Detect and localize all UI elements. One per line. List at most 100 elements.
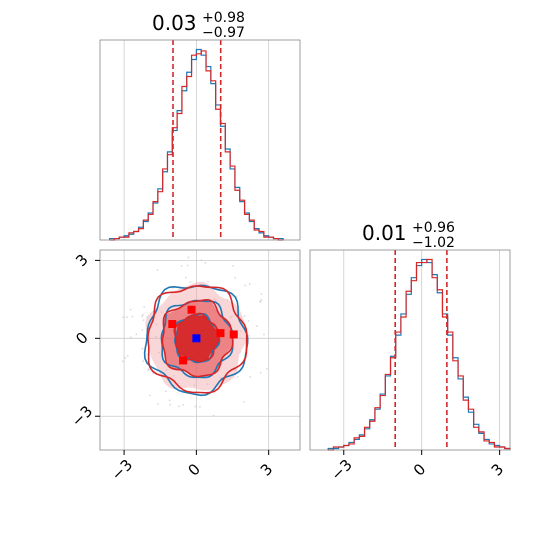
joint-sample-point [249,376,252,378]
joint-sample-point [143,306,146,308]
joint-xtick-label: 3 [257,460,276,479]
joint-sample-point [184,276,187,279]
joint-ytick-label: 0 [72,329,91,348]
joint-sample-point [129,308,132,311]
joint-sample-point [243,315,246,318]
joint-sample-point [178,405,180,408]
joint-marker-red [216,329,225,338]
joint-sample-point [156,403,159,405]
joint-sample-point [141,315,143,318]
joint-contour-line-b [161,298,234,378]
joint-sample-point [248,283,251,286]
joint-sample-point [158,351,161,354]
param2-xtick-label: 3 [488,460,507,479]
joint-sample-point [204,261,207,264]
joint-sample-point [235,296,238,298]
joint-sample-point [189,281,192,284]
joint-marker-red [229,330,238,339]
joint-sample-point [259,300,262,303]
joint-sample-point [194,405,197,408]
joint-marker-red [187,305,196,314]
joint-sample-point [148,394,151,397]
param2-plus: +0.96 [412,220,455,236]
joint-sample-point [256,325,258,327]
joint-sample-point [199,405,201,408]
joint-sample-point [129,336,132,339]
param1-minus: −0.97 [202,25,245,41]
joint-sample-point [247,320,250,322]
joint-sample-point [229,316,232,319]
param1-histogram-panel [99,39,301,241]
joint-sample-point [124,357,127,359]
joint-plot-area [100,250,300,450]
joint-sample-point [156,269,159,271]
joint-sample-point [213,298,216,301]
joint-sample-point [142,360,145,363]
joint-ytick-label: 3 [72,251,91,270]
joint-sample-point [212,414,215,417]
joint-sample-point [142,313,144,316]
param2-frame [309,249,511,451]
joint-sample-point [234,276,237,279]
joint-sample-point [236,376,239,378]
joint-sample-point [200,259,203,262]
param2-xtick-label: 0 [410,460,429,479]
joint-sample-point [259,371,262,374]
joint-sample-point [243,400,246,403]
joint-sample-point [131,315,134,318]
joint-sample-point [154,335,157,338]
param2-median: 0.01 [362,221,407,245]
joint-sample-point [141,329,144,332]
joint-marker-red [179,356,188,365]
param1-frame [99,39,301,241]
joint-sample-point [260,293,263,296]
param1-plus: +0.98 [202,10,245,26]
param1-title: 0.03 +0.98 −0.97 [152,10,245,41]
joint-sample-point [146,316,148,318]
joint-sample-point [165,390,167,393]
joint-sample-point [168,399,171,402]
param2-minus: −1.02 [412,235,455,251]
joint-sample-point [152,372,155,375]
param2-hist-series-a [327,258,511,450]
param2-title: 0.01 +0.96 −1.02 [362,220,455,251]
joint-contour-panel: −3 0 3 −3 0 3 [68,249,301,484]
joint-sample-point [244,284,247,287]
joint-sample-point [126,316,128,319]
joint-sample-point [239,330,242,332]
param1-median: 0.03 [152,11,197,35]
joint-contour-line-a [160,299,234,379]
joint-sample-point [247,334,250,337]
joint-sample-point [219,377,222,379]
joint-sample-point [172,374,175,377]
joint-marker-red [168,320,177,329]
joint-sample-point [180,265,183,267]
joint-sample-point [265,367,268,370]
joint-contour-line-b [173,312,221,363]
joint-marker-blue [192,334,201,343]
param2-xtick-label: −3 [327,456,355,484]
param2-histogram-panel: −3 0 3 [309,249,511,484]
joint-sample-point [182,404,185,406]
joint-sample-point [146,353,149,356]
param1-hist-series-b [109,50,284,241]
joint-sample-point [263,333,265,336]
joint-sample-point [165,369,168,371]
joint-sample-point [234,369,237,372]
joint-xtick-label: −3 [108,456,136,484]
joint-contour-line-a [143,284,249,397]
joint-sample-point [155,323,158,326]
joint-sample-point [169,403,172,406]
joint-contour-line-b [147,285,248,394]
joint-sample-point [232,265,235,267]
joint-sample-point [121,360,124,363]
joint-sample-point [231,315,234,318]
joint-sample-point [141,347,144,350]
joint-sample-point [186,264,189,267]
joint-sample-point [135,333,138,336]
joint-sample-point [206,383,209,385]
joint-sample-point [215,299,217,302]
joint-sample-point [147,369,149,372]
joint-sample-point [122,316,125,319]
